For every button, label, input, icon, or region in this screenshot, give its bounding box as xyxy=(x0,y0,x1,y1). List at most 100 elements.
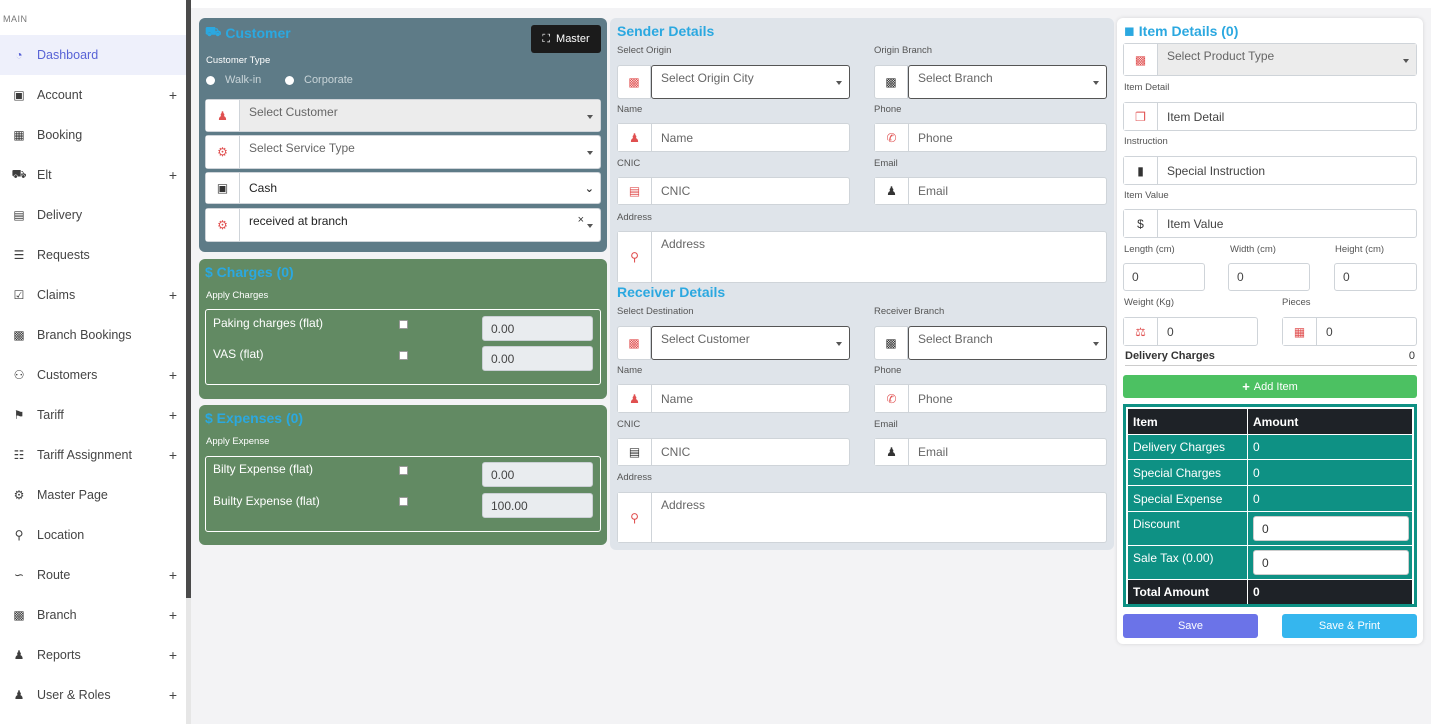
receiver-email-field[interactable]: Email xyxy=(918,445,949,459)
expand-icon: + xyxy=(168,87,177,103)
radio-corporate[interactable]: Corporate xyxy=(285,74,353,86)
sidebar-item-customers[interactable]: ⚇ Customers + xyxy=(0,355,186,395)
select-customer[interactable]: ♟ Select Customer xyxy=(205,99,601,132)
receiver-address-input[interactable]: ⚲ Address xyxy=(617,492,1107,543)
user-icon: ♟ xyxy=(875,178,909,204)
sidebar-item-account[interactable]: ▣ Account + xyxy=(0,75,186,115)
receiver-name-input[interactable]: ♟ Name xyxy=(617,384,850,413)
receiver-phone-input[interactable]: ✆ Phone xyxy=(874,384,1107,413)
charge-amount-input[interactable]: 0.00 xyxy=(482,346,593,371)
building-icon: ▩ xyxy=(874,65,908,99)
expense-amount-input[interactable]: 100.00 xyxy=(482,493,593,518)
phone-icon: ✆ xyxy=(875,385,909,412)
receiver-cnic-field[interactable]: CNIC xyxy=(661,445,691,459)
charge-amount-input[interactable]: 0.00 xyxy=(482,316,593,341)
tags-icon: ⚑ xyxy=(13,408,25,422)
sender-name-input[interactable]: ♟ Name xyxy=(617,123,850,152)
master-button[interactable]: ⛶ Master xyxy=(531,25,601,53)
receiver-phone-field[interactable]: Phone xyxy=(918,391,953,406)
pieces-input[interactable]: ▦ 0 xyxy=(1282,317,1417,346)
sidebar-item-dashboard[interactable]: ◔ Dashboard xyxy=(0,35,186,75)
sender-cnic-input[interactable]: ▤ CNIC xyxy=(617,177,850,205)
sidebar-scrollbar[interactable] xyxy=(186,0,191,598)
product-type-select[interactable]: ▩ Select Product Type xyxy=(1123,43,1417,76)
expense-checkbox[interactable] xyxy=(399,497,408,506)
sidebar-item-branch-bookings[interactable]: ▩ Branch Bookings xyxy=(0,315,186,355)
item-detail-input[interactable]: ❐ Item Detail xyxy=(1123,102,1417,131)
radio-dot xyxy=(206,75,215,85)
select-service-type[interactable]: ⚙ Select Service Type xyxy=(205,135,601,169)
sidebar-item-tariff-assignment[interactable]: ☷ Tariff Assignment + xyxy=(0,435,186,475)
charge-checkbox[interactable] xyxy=(399,320,408,329)
origin-branch-value[interactable]: Select Branch xyxy=(908,65,1107,99)
sidebar-item-requests[interactable]: ☰ Requests xyxy=(0,235,186,275)
service-select-value[interactable]: Select Service Type xyxy=(240,136,600,168)
expense-amount-input[interactable]: 0.00 xyxy=(482,462,593,487)
destination-value[interactable]: Select Customer xyxy=(651,326,850,360)
length-input[interactable]: 0 xyxy=(1123,263,1205,291)
sender-phone-input[interactable]: ✆ Phone xyxy=(874,123,1107,152)
add-item-button[interactable]: + Add Item xyxy=(1123,375,1417,398)
payment-select-value[interactable]: Cash ⌄ xyxy=(249,181,594,195)
pieces-field[interactable]: 0 xyxy=(1326,324,1333,339)
sidebar-item-location[interactable]: ⚲ Location xyxy=(0,515,186,555)
sidebar-item-elt[interactable]: ⛟ Elt + xyxy=(0,155,186,195)
item-value-field[interactable]: Item Value xyxy=(1167,216,1224,231)
expense-checkbox[interactable] xyxy=(399,466,408,475)
sidebar-item-booking[interactable]: ▦ Booking xyxy=(0,115,186,155)
save-button[interactable]: Save xyxy=(1123,614,1258,638)
status-select[interactable]: ⚙ received at branch × xyxy=(205,208,601,242)
width-input[interactable]: 0 xyxy=(1228,263,1310,291)
table-row: Special Expense 0 xyxy=(1128,486,1412,511)
sidebar-item-tariff[interactable]: ⚑ Tariff + xyxy=(0,395,186,435)
origin-city-value[interactable]: Select Origin City xyxy=(651,65,850,99)
payment-mode-select[interactable]: ▣ Cash ⌄ xyxy=(205,172,601,204)
sidebar-item-master-page[interactable]: ⚙ Master Page xyxy=(0,475,186,515)
sender-address-input[interactable]: ⚲ Address xyxy=(617,231,1107,283)
item-detail-field[interactable]: Item Detail xyxy=(1167,109,1225,124)
item-value-input[interactable]: $ Item Value xyxy=(1123,209,1417,238)
receiver-branch-value[interactable]: Select Branch xyxy=(908,326,1107,360)
sidebar-item-reports[interactable]: ♟ Reports + xyxy=(0,635,186,675)
weight-field[interactable]: 0 xyxy=(1167,324,1174,339)
status-select-value[interactable]: received at branch × xyxy=(240,209,600,241)
receiver-name-field[interactable]: Name xyxy=(661,391,694,406)
sale-tax-input[interactable]: 0 xyxy=(1253,550,1409,575)
receiver-email-input[interactable]: ♟ Email xyxy=(874,438,1107,466)
sidebar-item-label: Branch Bookings xyxy=(37,328,132,342)
caret-down-icon xyxy=(1093,81,1099,85)
receiver-cnic-input[interactable]: ▤ CNIC xyxy=(617,438,850,466)
sender-cnic-field[interactable]: CNIC xyxy=(661,184,691,198)
sidebar-item-delivery[interactable]: ▤ Delivery xyxy=(0,195,186,235)
instruction-field[interactable]: Special Instruction xyxy=(1167,163,1266,178)
sidebar-item-route[interactable]: ∽ Route + xyxy=(0,555,186,595)
sender-email-input[interactable]: ♟ Email xyxy=(874,177,1107,205)
sender-phone-field[interactable]: Phone xyxy=(918,130,953,145)
origin-city-select[interactable]: ▩ Select Origin City xyxy=(617,65,850,99)
sidebar-item-branch[interactable]: ▩ Branch + xyxy=(0,595,186,635)
sender-name-field[interactable]: Name xyxy=(661,130,694,145)
sender-name-label: Name xyxy=(617,104,643,115)
sidebar-item-user-roles[interactable]: ♟ User & Roles + xyxy=(0,675,186,715)
charge-checkbox[interactable] xyxy=(399,351,408,360)
product-type-value[interactable]: Select Product Type xyxy=(1158,44,1416,75)
topbar xyxy=(191,0,1431,8)
discount-input[interactable]: 0 xyxy=(1253,516,1409,541)
instruction-input[interactable]: ▮ Special Instruction xyxy=(1123,156,1417,185)
sidebar-item-claims[interactable]: ☑ Claims + xyxy=(0,275,186,315)
height-input[interactable]: 0 xyxy=(1334,263,1417,291)
radio-walkin[interactable]: Walk-in xyxy=(206,74,261,86)
origin-branch-select[interactable]: ▩ Select Branch xyxy=(874,65,1107,99)
receiver-branch-select[interactable]: ▩ Select Branch xyxy=(874,326,1107,360)
receiver-address-field[interactable]: Address xyxy=(661,498,706,512)
row-label: Discount xyxy=(1128,512,1248,545)
clear-icon[interactable]: × xyxy=(577,214,584,226)
caret-down-icon xyxy=(587,151,593,155)
destination-select[interactable]: ▩ Select Customer xyxy=(617,326,850,360)
weight-input[interactable]: ⚖ 0 xyxy=(1123,317,1258,346)
sender-address-field[interactable]: Address xyxy=(661,237,706,251)
customer-select-value[interactable]: Select Customer xyxy=(240,100,600,131)
save-print-button[interactable]: Save & Print xyxy=(1282,614,1417,638)
user-icon: ♟ xyxy=(618,385,652,412)
sender-email-field[interactable]: Email xyxy=(918,184,949,198)
